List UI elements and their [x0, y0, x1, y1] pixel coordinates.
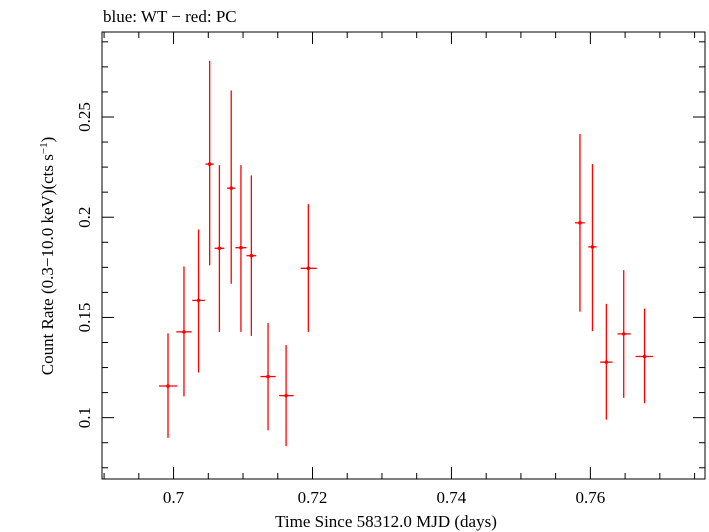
data-point	[246, 175, 257, 336]
x-axis-label: Time Since 58312.0 MJD (days)	[275, 512, 497, 531]
y-tick-label: 0.25	[75, 102, 94, 132]
data-point	[635, 308, 653, 404]
x-tick-label: 0.72	[298, 488, 328, 507]
point-marker	[207, 162, 212, 166]
point-marker	[590, 245, 595, 249]
point-marker	[642, 354, 647, 359]
point-marker	[166, 384, 170, 388]
point-marker	[266, 374, 270, 379]
point-marker	[306, 266, 311, 271]
point-marker	[217, 246, 222, 251]
data-point	[617, 270, 631, 398]
data-point	[600, 303, 613, 420]
data-point	[588, 164, 597, 332]
point-marker	[249, 253, 254, 258]
chart-title: blue: WT − red: PC	[103, 7, 237, 26]
data-point	[214, 165, 225, 332]
data-points	[158, 60, 653, 447]
point-marker	[196, 298, 201, 303]
data-point	[235, 165, 247, 332]
point-marker	[604, 360, 609, 364]
point-marker	[578, 221, 582, 225]
data-point	[176, 266, 192, 397]
y-axis-label: Count Rate (0.3−10.0 keV)(cts s−1)	[38, 137, 57, 376]
data-point	[260, 323, 276, 431]
data-point	[300, 204, 317, 332]
data-point	[158, 333, 178, 438]
y-tick-label: 0.2	[75, 207, 94, 228]
y-tick-label: 0.15	[75, 303, 94, 333]
x-axis-ticks: 0.7 0.72 0.74 0.76	[103, 32, 696, 507]
point-marker	[284, 393, 288, 398]
x-tick-label: 0.74	[437, 488, 467, 507]
data-point	[205, 60, 214, 266]
data-point	[227, 90, 236, 284]
x-tick-label: 0.76	[575, 488, 605, 507]
point-marker	[182, 330, 186, 334]
y-tick-label: 0.1	[75, 407, 94, 428]
data-point	[192, 229, 205, 373]
plot-frame	[101, 31, 706, 480]
data-point	[279, 345, 294, 447]
y-axis-ticks: 0.1 0.15 0.2 0.25	[75, 41, 705, 469]
point-marker	[621, 332, 626, 336]
data-point	[575, 134, 585, 312]
point-marker	[229, 186, 234, 190]
x-tick-label: 0.7	[163, 488, 185, 507]
point-marker	[239, 245, 243, 250]
